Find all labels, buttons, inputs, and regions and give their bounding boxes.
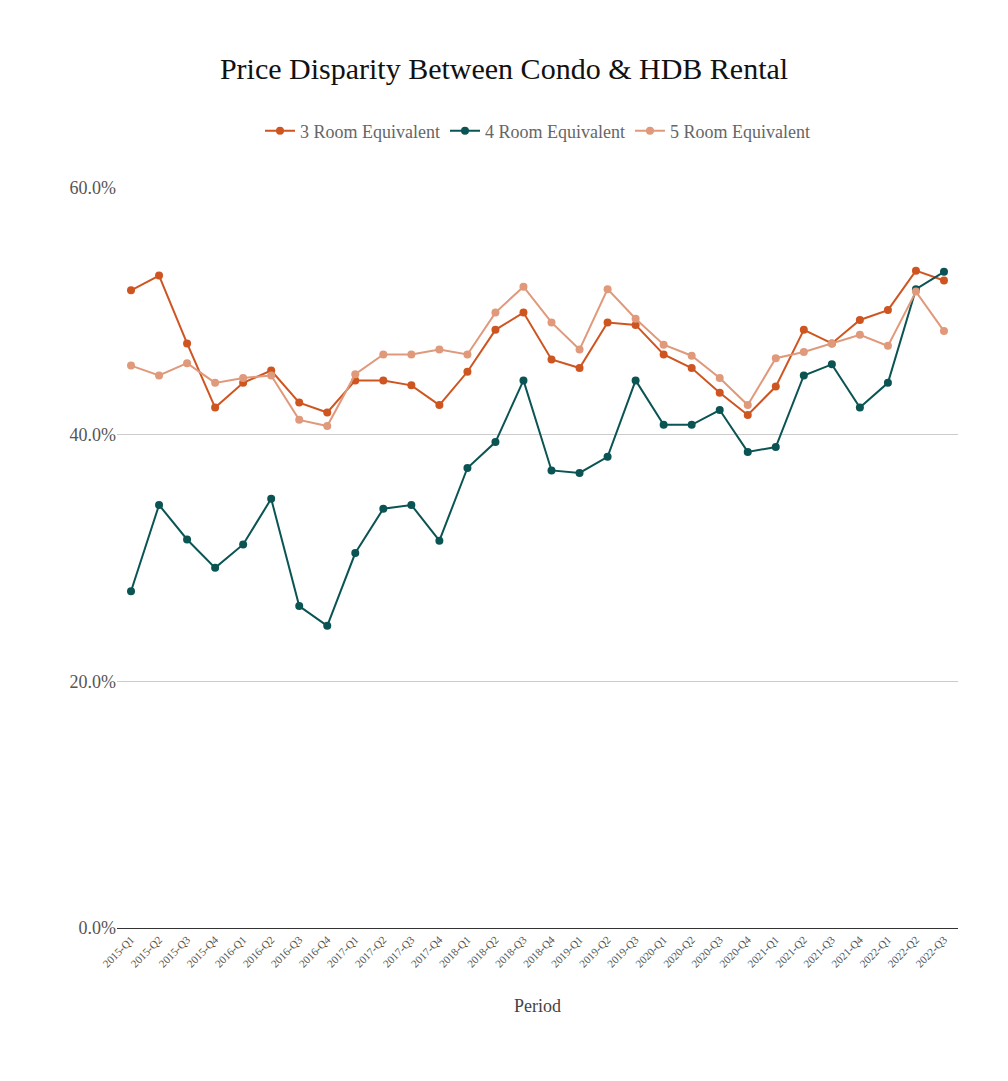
svg-text:2020-Q1: 2020-Q1 [633,934,669,970]
svg-text:2020-Q3: 2020-Q3 [689,933,725,969]
svg-text:2016-Q1: 2016-Q1 [212,934,248,970]
svg-text:2018-Q2: 2018-Q2 [465,934,501,970]
svg-text:2022-Q2: 2022-Q2 [885,934,921,970]
svg-text:2018-Q1: 2018-Q1 [437,934,473,970]
svg-text:2015-Q3: 2015-Q3 [156,933,192,969]
svg-text:Price Disparity Between Condo: Price Disparity Between Condo & HDB Rent… [220,52,788,85]
svg-text:2020-Q4: 2020-Q4 [717,933,753,969]
svg-text:Period: Period [514,996,561,1016]
svg-text:2020-Q2: 2020-Q2 [661,934,697,970]
svg-text:5 Room Equivalent: 5 Room Equivalent [670,122,810,142]
svg-text:40.0%: 40.0% [70,425,117,445]
svg-text:2019-Q3: 2019-Q3 [605,933,641,969]
svg-text:2018-Q4: 2018-Q4 [521,933,557,969]
svg-text:3 Room Equivalent: 3 Room Equivalent [300,122,440,142]
svg-text:2022-Q1: 2022-Q1 [857,934,893,970]
svg-text:2021-Q4: 2021-Q4 [829,933,865,969]
svg-text:2018-Q3: 2018-Q3 [493,933,529,969]
svg-text:2017-Q3: 2017-Q3 [381,933,417,969]
svg-text:4 Room Equivalent: 4 Room Equivalent [485,122,625,142]
svg-text:2016-Q4: 2016-Q4 [296,933,332,969]
svg-text:2017-Q2: 2017-Q2 [352,934,388,970]
svg-text:2019-Q1: 2019-Q1 [549,934,585,970]
svg-text:2019-Q2: 2019-Q2 [577,934,613,970]
svg-text:2021-Q1: 2021-Q1 [745,934,781,970]
svg-text:2015-Q4: 2015-Q4 [184,933,220,969]
svg-text:2016-Q3: 2016-Q3 [268,933,304,969]
svg-text:2016-Q2: 2016-Q2 [240,934,276,970]
svg-text:2022-Q3: 2022-Q3 [913,933,949,969]
svg-text:60.0%: 60.0% [70,178,117,198]
svg-text:2021-Q3: 2021-Q3 [801,933,837,969]
svg-text:2017-Q4: 2017-Q4 [409,933,445,969]
svg-text:20.0%: 20.0% [70,672,117,692]
svg-text:2015-Q1: 2015-Q1 [100,934,136,970]
svg-text:2017-Q1: 2017-Q1 [324,934,360,970]
svg-text:2021-Q2: 2021-Q2 [773,934,809,970]
svg-text:0.0%: 0.0% [79,918,117,938]
svg-text:2015-Q2: 2015-Q2 [128,934,164,970]
